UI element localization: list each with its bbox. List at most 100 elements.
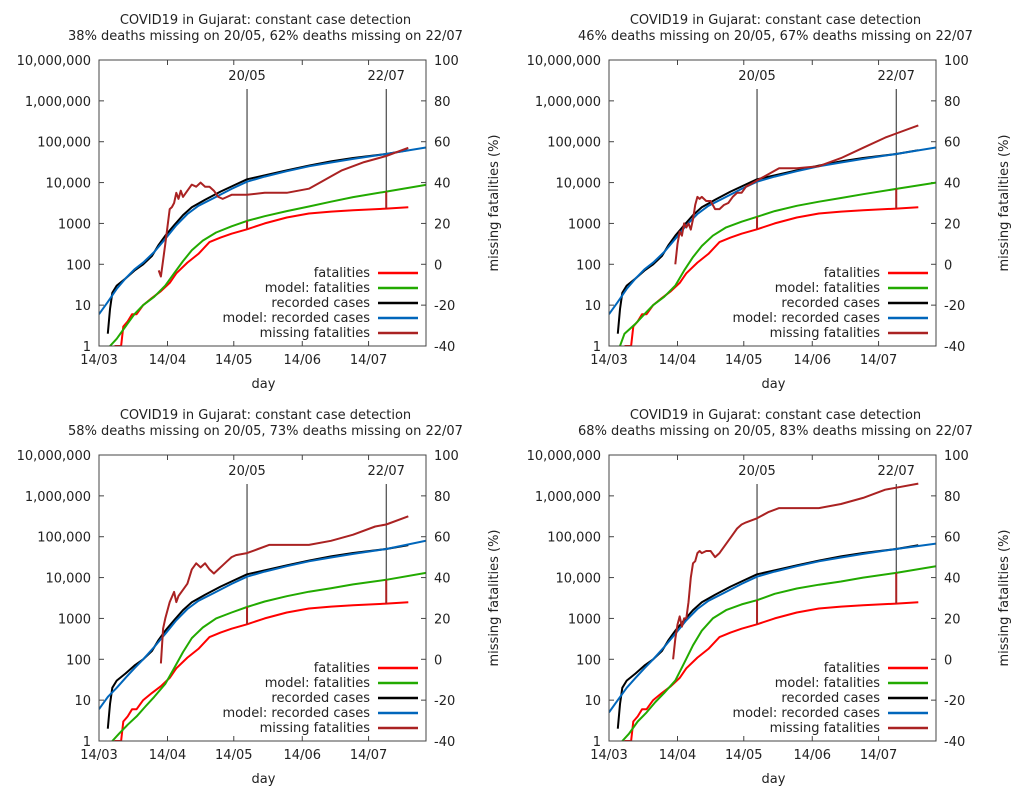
series-line-model-fatalities [109, 183, 426, 346]
legend-label: model: fatalities [775, 281, 881, 296]
y2-axis-label: missing fatalities (%) [487, 530, 502, 667]
y-tick-label: 10,000,000 [17, 54, 91, 69]
x-tick-label: 14/07 [350, 353, 387, 368]
date-marker-label: 20/05 [738, 464, 775, 479]
chart-subtitle: 58% deaths missing on 20/05, 73% deaths … [68, 424, 463, 439]
plot-area [609, 482, 936, 741]
y-tick-label: 1000 [568, 612, 601, 627]
chart-panel-1: COVID19 in Gujarat: constant case detect… [17, 13, 502, 392]
x-axis-label: day [252, 377, 276, 392]
date-marker-label: 20/05 [228, 464, 265, 479]
y2-tick-label: 60 [944, 531, 961, 546]
chart-panel-2: COVID19 in Gujarat: constant case detect… [527, 13, 1012, 392]
legend-label: model: fatalities [775, 676, 881, 691]
series-line-model-recorded-cases [609, 146, 936, 315]
y2-axis-label: missing fatalities (%) [487, 135, 502, 272]
plot-area [99, 515, 426, 741]
x-tick-label: 14/06 [794, 353, 831, 368]
y2-tick-label: -20 [434, 299, 455, 314]
y-tick-label: 1000 [58, 612, 91, 627]
y2-tick-label: 0 [434, 653, 442, 668]
x-tick-label: 14/03 [80, 353, 117, 368]
series-line-model-recorded-cases [99, 146, 426, 315]
chart-title: COVID19 in Gujarat: constant case detect… [630, 13, 921, 28]
legend-label: missing fatalities [260, 721, 371, 736]
y2-tick-label: 20 [434, 217, 451, 232]
series-line-model-fatalities [621, 565, 936, 741]
y2-tick-label: 80 [434, 95, 451, 110]
y2-tick-label: 40 [434, 177, 451, 192]
series-line-missing-fatalities [674, 124, 919, 265]
y2-tick-label: 60 [434, 136, 451, 151]
y-tick-label: 10,000 [556, 572, 602, 587]
y2-tick-label: 80 [434, 490, 451, 505]
y-tick-label: 1000 [568, 217, 601, 232]
chart-title: COVID19 in Gujarat: constant case detect… [120, 408, 411, 423]
legend-label: fatalities [314, 266, 371, 281]
chart-title: COVID19 in Gujarat: constant case detect… [120, 13, 411, 28]
y2-tick-label: 0 [944, 653, 952, 668]
legend-label: fatalities [314, 661, 371, 676]
y2-tick-label: 60 [434, 531, 451, 546]
y-tick-label: 10 [74, 299, 91, 314]
y2-tick-label: 0 [944, 258, 952, 273]
legend-label: model: fatalities [265, 281, 371, 296]
y-tick-label: 1,000,000 [535, 95, 601, 110]
y2-tick-label: 20 [944, 217, 961, 232]
y2-tick-label: -40 [434, 735, 455, 750]
legend-label: model: recorded cases [222, 706, 370, 721]
y-tick-label: 10,000,000 [527, 449, 601, 464]
y2-tick-label: -20 [944, 299, 965, 314]
date-marker-label: 22/07 [367, 69, 404, 84]
chart-subtitle: 38% deaths missing on 20/05, 62% deaths … [68, 29, 463, 44]
x-tick-label: 14/06 [284, 748, 321, 763]
chart-subtitle: 46% deaths missing on 20/05, 67% deaths … [578, 29, 973, 44]
y-tick-label: 10,000,000 [17, 449, 91, 464]
series-line-missing-fatalities [157, 146, 409, 278]
y-tick-label: 100,000 [547, 531, 601, 546]
legend-label: recorded cases [781, 691, 880, 706]
x-tick-label: 14/07 [350, 748, 387, 763]
x-axis-label: day [252, 772, 276, 787]
y2-tick-label: 0 [434, 258, 442, 273]
y2-tick-label: -20 [944, 694, 965, 709]
legend-label: fatalities [824, 266, 881, 281]
y-tick-label: 1 [593, 735, 601, 750]
series-line-fatalities [114, 206, 409, 346]
plot-frame [98, 454, 427, 742]
y2-tick-label: -40 [944, 340, 965, 355]
plot-frame [608, 59, 937, 347]
y2-tick-label: 100 [944, 54, 969, 69]
x-tick-label: 14/06 [284, 353, 321, 368]
series-line-fatalities [624, 206, 919, 346]
y-tick-label: 10,000 [46, 572, 92, 587]
series-line-fatalities [114, 601, 409, 741]
y2-axis-label: missing fatalities (%) [997, 135, 1012, 272]
legend-label: model: recorded cases [732, 706, 880, 721]
plot-frame [98, 59, 427, 347]
y2-tick-label: 100 [434, 449, 459, 464]
date-marker-label: 22/07 [367, 464, 404, 479]
legend-label: model: recorded cases [732, 311, 880, 326]
y2-tick-label: 40 [944, 572, 961, 587]
date-marker-label: 22/07 [877, 464, 914, 479]
x-tick-label: 14/06 [794, 748, 831, 763]
y-tick-label: 10,000,000 [527, 54, 601, 69]
y2-tick-label: -20 [434, 694, 455, 709]
y-tick-label: 1 [593, 340, 601, 355]
y-tick-label: 100,000 [547, 136, 601, 151]
legend-label: recorded cases [271, 691, 370, 706]
x-tick-label: 14/04 [659, 748, 696, 763]
y2-tick-label: 20 [434, 612, 451, 627]
x-tick-label: 14/05 [725, 748, 762, 763]
y-tick-label: 1 [83, 735, 91, 750]
legend-label: missing fatalities [770, 326, 881, 341]
series-line-model-recorded-cases [99, 539, 426, 710]
y-tick-label: 10 [584, 299, 601, 314]
y2-tick-label: 100 [434, 54, 459, 69]
x-axis-label: day [762, 377, 786, 392]
x-tick-label: 14/07 [860, 353, 897, 368]
series-line-model-fatalities [619, 181, 936, 346]
chart-title: COVID19 in Gujarat: constant case detect… [630, 408, 921, 423]
